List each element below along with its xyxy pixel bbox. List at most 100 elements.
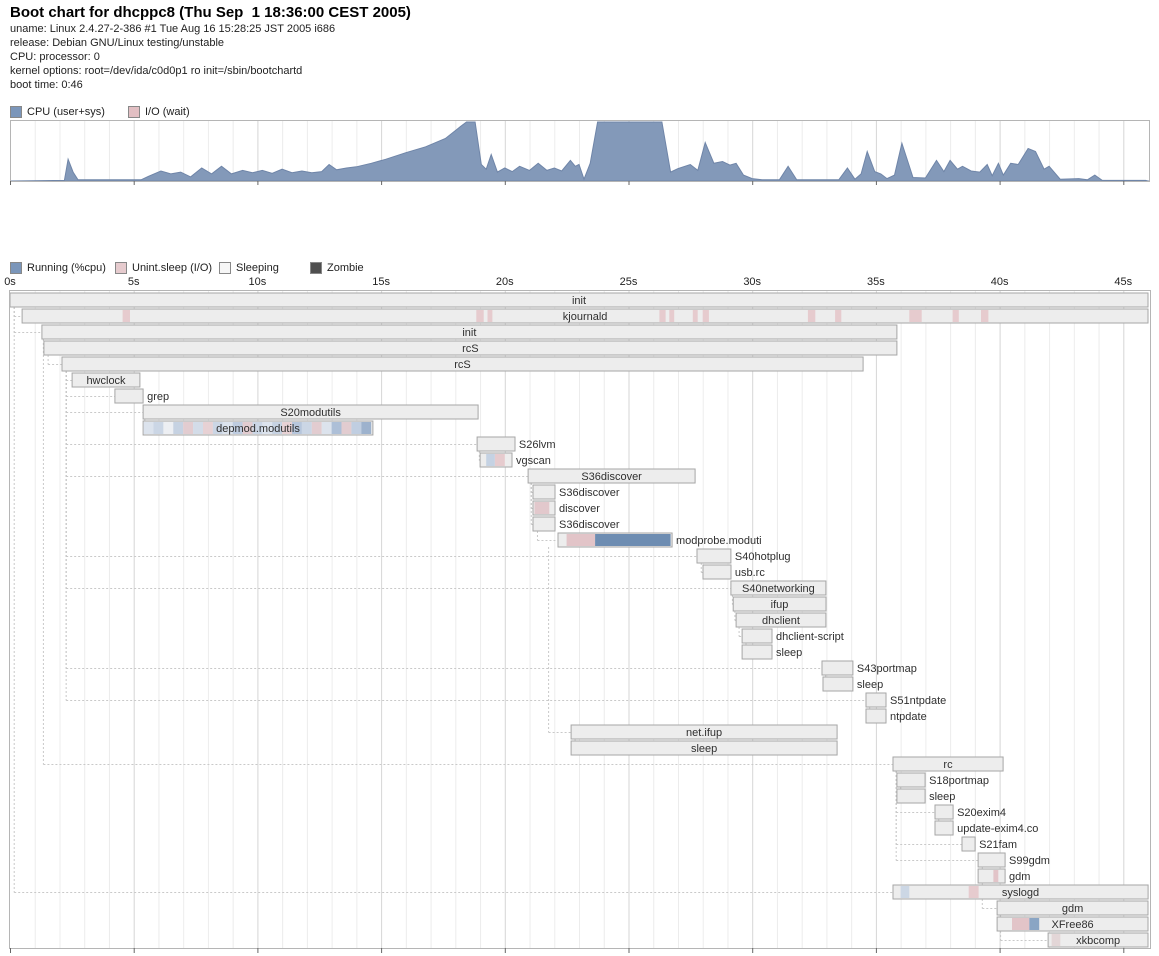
process-state-segment	[292, 422, 302, 434]
process-label: rc	[943, 759, 953, 771]
cpu-user-sys-label: CPU (user+sys)	[27, 106, 105, 118]
process-bar-dhclient	[735, 612, 827, 628]
process-state-segment	[1029, 918, 1040, 930]
process-gantt-chart: init kjournald init rcS rcS hwclock grep S20mod…	[9, 290, 1151, 953]
process-state-segment	[153, 422, 164, 434]
io-wait-swatch	[128, 106, 140, 118]
axis-tick-label: 20s	[495, 276, 514, 288]
process-label: S36discover	[559, 487, 620, 499]
process-label: modprobe.moduti	[676, 535, 762, 547]
process-label: XFree86	[1051, 919, 1093, 931]
process-state-segment	[952, 310, 959, 322]
process-state-segment	[163, 422, 174, 434]
process-bar-S40networking	[730, 580, 827, 596]
process-label: S18portmap	[929, 775, 989, 787]
process-state-segment	[476, 310, 484, 322]
process-bar-xkbcomp	[1047, 932, 1149, 948]
running-swatch	[10, 262, 22, 274]
process-label: discover	[559, 503, 600, 515]
cpu-line: CPU: processor: 0	[10, 51, 100, 63]
cpu-utilization-chart	[10, 120, 1150, 185]
legend-item-unint-sleep: Unint.sleep (I/O)	[115, 262, 212, 274]
axis-tick-label: 10s	[248, 276, 267, 288]
legend-item-cpu-user-sys: CPU (user+sys)	[10, 106, 105, 118]
process-state-segment	[203, 422, 213, 434]
process-bar-S51ntpdate	[865, 692, 887, 708]
process-bar-S20exim4	[934, 804, 954, 820]
process-bar-sleep	[822, 676, 854, 692]
process-state-segment	[534, 502, 550, 514]
axis-tick-label: 45s	[1114, 276, 1133, 288]
process-bar-ntpdate	[865, 708, 887, 724]
process-bar-update-exim4.co	[934, 820, 954, 836]
process-state-segment	[993, 870, 999, 882]
process-bar-S18portmap	[896, 772, 926, 788]
process-bar-S36discover	[532, 516, 556, 532]
process-label: depmod.modutils	[216, 423, 300, 435]
process-bar-gdm	[977, 868, 1006, 884]
legend-item-running: Running (%cpu)	[10, 262, 106, 274]
process-state-segment	[807, 310, 816, 322]
process-state-segment	[351, 422, 362, 434]
axis-tick-label: 30s	[743, 276, 762, 288]
process-bar-init	[41, 324, 898, 340]
axis-tick-label: 0s	[4, 276, 16, 288]
process-bar-dhclient-script	[741, 628, 773, 644]
process-label: S36discover	[559, 519, 620, 531]
io-wait-label: I/O (wait)	[145, 106, 190, 118]
process-label: ifup	[771, 599, 789, 611]
release-line: release: Debian GNU/Linux testing/unstab…	[10, 37, 225, 49]
process-state-segment	[173, 422, 184, 434]
process-label: grep	[147, 391, 169, 403]
process-chart-border	[9, 290, 1151, 949]
process-label: S20modutils	[280, 407, 341, 419]
process-bar-sleep	[896, 788, 926, 804]
process-bar-S99gdm	[977, 852, 1006, 868]
process-bar-S40hotplug	[696, 548, 732, 564]
process-label: rcS	[462, 343, 479, 355]
process-state-segment	[311, 422, 322, 434]
process-label: rcS	[454, 359, 471, 371]
process-label: hwclock	[86, 375, 126, 387]
process-state-segment	[272, 422, 283, 434]
cpu-usage-area	[10, 121, 1149, 182]
process-chart-legend: Running (%cpu) Unint.sleep (I/O) Sleeping Z…	[10, 262, 610, 274]
process-label: S51ntpdate	[890, 695, 946, 707]
axis-tick-label: 15s	[372, 276, 390, 288]
cpu-chart-border	[10, 120, 1150, 182]
process-state-segment	[301, 422, 312, 434]
process-label: sleep	[691, 743, 717, 755]
process-state-segment	[193, 422, 203, 434]
process-label: sleep	[776, 647, 802, 659]
process-label: vgscan	[516, 455, 551, 467]
process-state-segment	[486, 454, 495, 466]
time-axis: 0s 5s 10s 15s 20s 25s 30s 35s 40s 45s	[0, 276, 1159, 289]
axis-tick-label: 40s	[990, 276, 1009, 288]
process-label: kjournald	[563, 311, 608, 323]
process-bar-hwclock	[71, 372, 141, 388]
process-label: dhclient	[762, 615, 800, 627]
process-bar-rcS	[43, 340, 898, 356]
process-label: gdm	[1009, 871, 1030, 883]
cpu-user-sys-swatch	[10, 106, 22, 118]
page-title: Boot chart for dhcppc8 (Thu Sep 1 18:36:…	[10, 4, 411, 21]
process-label: usb.rc	[735, 567, 765, 579]
sleeping-label: Sleeping	[236, 262, 279, 274]
process-state-segment	[968, 886, 979, 898]
process-bar-S36discover	[532, 484, 556, 500]
process-bar-S36discover	[527, 468, 696, 484]
process-label: dhclient-script	[776, 631, 844, 643]
boot-time-line: boot time: 0:46	[10, 79, 83, 91]
axis-tick-label: 35s	[867, 276, 885, 288]
process-label: update-exim4.co	[957, 823, 1038, 835]
process-label: S99gdm	[1009, 855, 1050, 867]
legend-item-io-wait: I/O (wait)	[128, 106, 190, 118]
legend-item-sleeping: Sleeping	[219, 262, 279, 274]
process-bar-S21fam	[961, 836, 976, 852]
process-label: init	[572, 295, 586, 307]
process-label: init	[462, 327, 476, 339]
process-label: S36discover	[581, 471, 642, 483]
process-state-segment	[321, 422, 332, 434]
process-state-segment	[331, 422, 342, 434]
process-bar-kjournald	[21, 308, 1149, 324]
